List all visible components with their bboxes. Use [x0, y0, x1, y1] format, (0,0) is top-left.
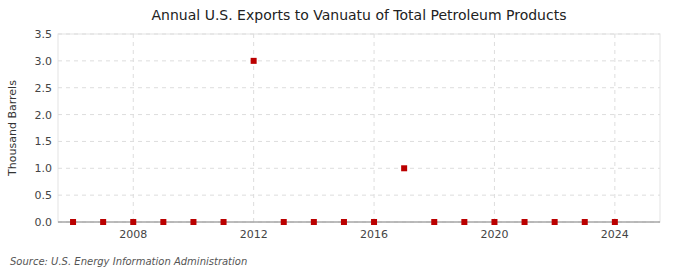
x-tick-label: 2012 [240, 228, 268, 241]
x-grid-line [614, 34, 615, 222]
point [401, 165, 407, 171]
point [70, 219, 76, 225]
ticks: 0.0 0.5 1.0 1.5 2.0 2.5 3.0 3.5 2008 2012 2016 2020… [35, 28, 629, 241]
x-tick-label: 2020 [480, 228, 508, 241]
x-grid-line [374, 34, 375, 222]
y-tick-label: 1.0 [35, 162, 53, 175]
y-grid-line [58, 168, 660, 169]
x-tick-label: 2016 [360, 228, 388, 241]
y-grid-line [58, 87, 660, 88]
plot-frame [58, 34, 660, 222]
x-grid-line [494, 34, 495, 222]
x-grid-line [133, 34, 134, 222]
point [431, 219, 437, 225]
y-tick-label: 3.0 [35, 55, 53, 68]
chart: 0.0 0.5 1.0 1.5 2.0 2.5 3.0 3.5 2008 2012 2016 2020… [0, 0, 675, 275]
point [341, 219, 347, 225]
y-grid-line [58, 34, 660, 35]
source-note: Source: U.S. Energy Information Administ… [10, 256, 247, 267]
point [281, 219, 287, 225]
y-tick-label: 3.5 [35, 28, 53, 41]
point [552, 219, 558, 225]
y-tick-label: 1.5 [35, 135, 53, 148]
y-tick-label: 2.5 [35, 82, 53, 95]
point [522, 219, 528, 225]
points [70, 58, 618, 225]
point [461, 219, 467, 225]
title: Annual U.S. Exports to Vanuatu of Total … [152, 7, 567, 23]
x-tick-label: 2024 [601, 228, 629, 241]
y-grid-line [58, 222, 660, 223]
y-tick-label: 0.0 [35, 216, 53, 229]
point [311, 219, 317, 225]
point [160, 219, 166, 225]
point [491, 219, 497, 225]
background [0, 0, 675, 275]
point [221, 219, 227, 225]
point [251, 58, 257, 64]
point [130, 219, 136, 225]
y-grid-line [58, 60, 660, 61]
point [190, 219, 196, 225]
y-grid-line [58, 141, 660, 142]
y-tick-label: 2.0 [35, 109, 53, 122]
y-grid-line [58, 195, 660, 196]
y-tick-label: 0.5 [35, 189, 53, 202]
point [582, 219, 588, 225]
point [371, 219, 377, 225]
x-tick-label: 2008 [119, 228, 147, 241]
point [100, 219, 106, 225]
x-axis-line [58, 222, 660, 223]
point [612, 219, 618, 225]
y-axis-label: Thousand Barrels [6, 80, 19, 177]
grid [58, 34, 660, 222]
y-grid-line [58, 114, 660, 115]
